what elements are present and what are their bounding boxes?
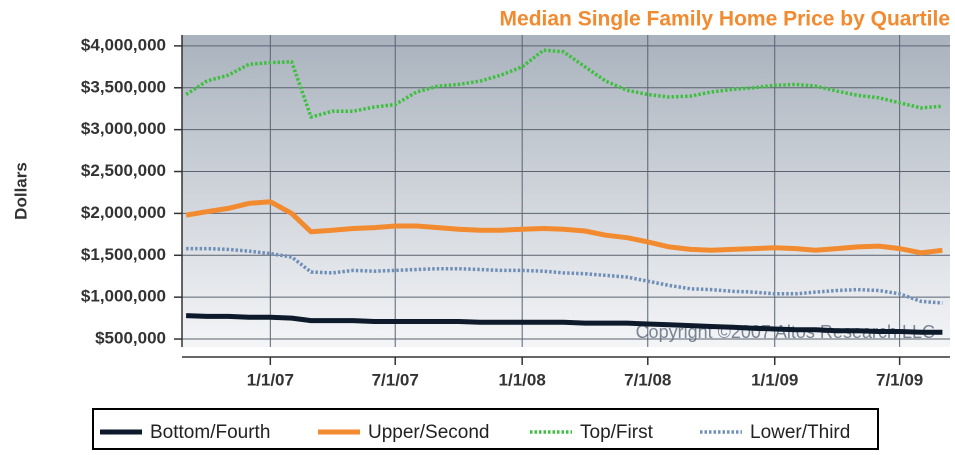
- y-tick-label: $1,500,000: [81, 245, 166, 264]
- y-tick-label: $3,500,000: [81, 77, 166, 96]
- x-tick-label: 7/1/07: [372, 370, 419, 389]
- legend-label: Upper/Second: [368, 422, 489, 443]
- y-tick-label: $2,000,000: [81, 203, 166, 222]
- x-tick-label: 7/1/09: [876, 370, 923, 389]
- legend-box: [92, 408, 879, 450]
- plot-area: [182, 35, 950, 347]
- series-line: [185, 48, 943, 119]
- x-tick-label: 1/1/07: [247, 370, 294, 389]
- y-tick-label: $3,000,000: [81, 119, 166, 138]
- y-tick-label: $1,000,000: [81, 287, 166, 306]
- legend-label: Top/First: [580, 422, 654, 443]
- x-tick-label: 1/1/08: [499, 370, 546, 389]
- x-tick-label: 7/1/08: [624, 370, 671, 389]
- series-line: [186, 313, 943, 335]
- chart-title: Median Single Family Home Price by Quart…: [500, 8, 950, 31]
- x-tick-label: 1/1/09: [751, 370, 798, 389]
- y-tick-label: $2,500,000: [81, 161, 166, 180]
- series-line: [186, 246, 943, 305]
- legend-label: Bottom/Fourth: [150, 422, 270, 443]
- legend: Bottom/Fourth Upper/Second Top/First Lower/…: [92, 408, 879, 450]
- y-tick-label: $4,000,000: [81, 35, 166, 54]
- y-axis-label: Dollars: [11, 162, 30, 220]
- y-tick-label: $500,000: [95, 329, 166, 348]
- legend-label: Lower/Third: [750, 422, 850, 443]
- series-line: [185, 199, 943, 256]
